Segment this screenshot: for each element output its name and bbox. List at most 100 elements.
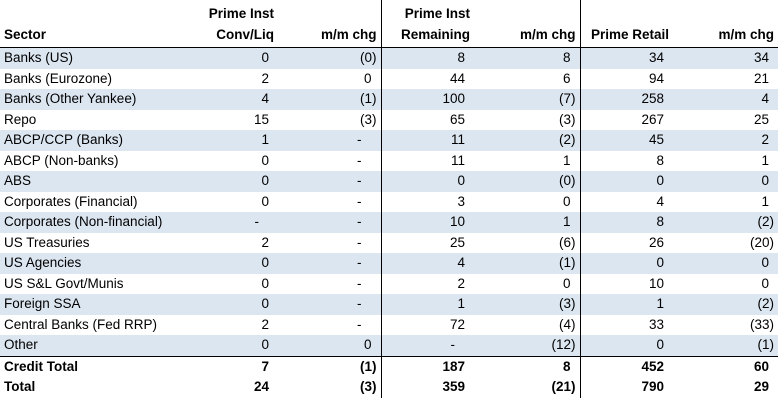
cell: (2) — [673, 294, 778, 315]
row-label: US Treasuries — [4, 234, 90, 250]
cell: 2 — [261, 234, 269, 250]
cell: (1) — [474, 253, 581, 274]
cell: (33) — [749, 316, 774, 332]
table-row: Total 24 (3) 359 (21) 790 29 — [0, 377, 778, 398]
cell: 8 — [656, 152, 664, 168]
row-label: ABCP/CCP (Banks) — [0, 130, 185, 151]
cell: 452 — [580, 355, 673, 377]
cell: 258 — [580, 89, 673, 110]
row-label: Banks (Other Yankee) — [0, 89, 185, 110]
table-row: Banks (US) 0 (0) 8 8 34 34 — [0, 47, 778, 69]
cell: (3) — [474, 109, 581, 130]
cell: 10 — [381, 212, 474, 233]
cell: 187 — [381, 355, 474, 377]
table-row: Repo 15 (3) 65 (3) 267 25 — [0, 109, 778, 130]
cell: (3) — [278, 109, 382, 130]
column-header: Prime Inst Conv/Liq — [185, 0, 278, 48]
cell: 60 — [673, 355, 778, 377]
cell: 34 — [580, 47, 673, 69]
cell: 4 — [673, 89, 778, 110]
table-row: Credit Total 7 (1) 187 8 452 60 — [0, 355, 778, 377]
column-header: Sector — [0, 0, 185, 48]
row-label: Corporates (Non-financial) — [0, 212, 185, 233]
cell: - — [278, 232, 382, 253]
cell: 2 — [673, 130, 778, 151]
cell: 24 — [253, 379, 269, 395]
cell: 4 — [656, 193, 664, 209]
cell: (0) — [474, 171, 581, 192]
cell: (2) — [474, 130, 581, 151]
cell: 1 — [761, 152, 769, 168]
row-label: Foreign SSA — [0, 294, 185, 315]
cell: (3) — [474, 294, 581, 315]
cell: (6) — [474, 232, 581, 253]
cell: 8 — [381, 47, 474, 69]
cell: 1 — [381, 294, 474, 315]
column-header: m/m chg — [673, 0, 778, 48]
cell: (3) — [278, 377, 382, 398]
cell: 2 — [261, 70, 269, 86]
cell: 100 — [381, 89, 474, 110]
cell: 0 — [381, 171, 474, 192]
cell: 0 — [185, 171, 278, 192]
cell: 790 — [641, 379, 664, 395]
cell: (1) — [673, 335, 778, 356]
cell: 8 — [474, 355, 581, 377]
row-label: Total — [4, 379, 36, 395]
row-label: Credit Total — [0, 355, 185, 377]
row-label: Banks (US) — [0, 47, 185, 69]
cell: 25 — [753, 111, 769, 127]
cell: - — [278, 314, 382, 335]
table-row: US S&L Govt/Munis 0-2 0 10 0 — [0, 273, 778, 294]
row-label: Corporates (Financial) — [4, 193, 138, 209]
cell: 0 — [261, 275, 269, 291]
row-label: Banks (Eurozone) — [4, 70, 113, 86]
row-label: ABS — [0, 171, 185, 192]
cell: 0 — [673, 253, 778, 274]
row-label: US S&L Govt/Munis — [4, 275, 124, 291]
cell: 1 — [580, 294, 673, 315]
table-row: US Treasuries 2- 25 (6) 26 (20) — [0, 232, 778, 253]
cell: 0 — [261, 193, 269, 209]
cell: 44 — [449, 70, 465, 86]
header-text: m/m chg — [718, 27, 774, 42]
cell: 2 — [261, 316, 269, 332]
table-row: Central Banks (Fed RRP) 2- 72 (4) 33 (33) — [0, 314, 778, 335]
cell: 0 — [185, 253, 278, 274]
cell: 4 — [185, 89, 278, 110]
header-text: m/m chg — [519, 27, 576, 42]
cell: (1) — [278, 355, 382, 377]
cell: 21 — [753, 70, 769, 86]
cell: 0 — [580, 253, 673, 274]
cell: 0 — [673, 171, 778, 192]
table-row: ABCP/CCP (Banks) 1-11 (2) 45 2 — [0, 130, 778, 151]
header-text: Conv/Liq — [216, 27, 274, 42]
column-header: Prime Inst Remaining — [381, 0, 474, 48]
cell: 0 — [185, 294, 278, 315]
cell: - — [278, 273, 382, 294]
cell: - — [278, 130, 382, 151]
cell: 1 — [474, 212, 581, 233]
row-label: Central Banks (Fed RRP) — [4, 316, 158, 332]
cell: (0) — [278, 47, 382, 69]
header-text: Remaining — [400, 27, 470, 42]
cell: 0 — [185, 47, 278, 69]
table-row: Banks (Eurozone) 2 0 44 6 94 21 — [0, 68, 778, 89]
table-row: Foreign SSA 0-1 (3) 1 (2) — [0, 294, 778, 315]
table-row: Banks (Other Yankee) 4 (1) 100 (7) 258 4 — [0, 89, 778, 110]
row-label: US Agencies — [0, 253, 185, 274]
cell: (7) — [474, 89, 581, 110]
cell: 0 — [261, 152, 269, 168]
cell: 45 — [580, 130, 673, 151]
header-text: Prime Inst — [404, 6, 470, 21]
cell: 1 — [185, 130, 278, 151]
cell: 26 — [648, 234, 664, 250]
cell: (2) — [673, 212, 778, 233]
cell: 34 — [673, 47, 778, 69]
column-header: Prime Retail — [580, 0, 673, 48]
table-row: Other 0 0- (12) 0 (1) — [0, 335, 778, 356]
cell: 0 — [474, 191, 581, 212]
cell: 15 — [253, 111, 269, 127]
